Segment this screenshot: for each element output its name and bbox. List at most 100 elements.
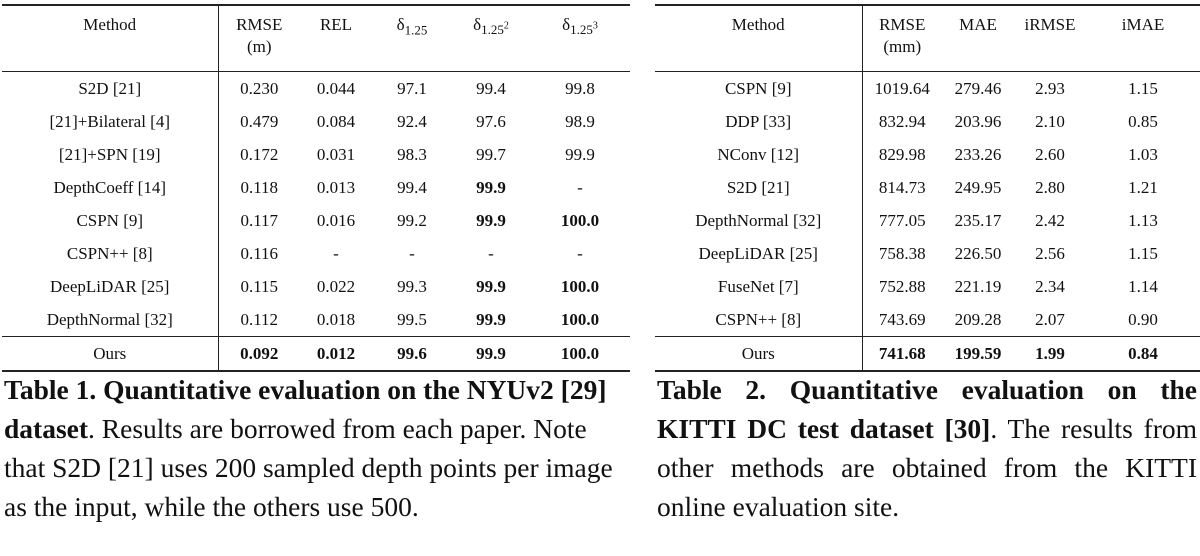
- value-cell: 814.73: [878, 177, 926, 197]
- value-cell: 0.112: [240, 309, 279, 329]
- header-row: Method RMSE (mm) MAE iRMSE iMAE: [655, 4, 1200, 72]
- value-cell: 1.15: [1128, 243, 1158, 263]
- value-cell: 226.50: [954, 243, 1002, 263]
- table-row: Ours 0.092 0.012 99.6 99.9 100.0: [2, 336, 630, 372]
- value-cell: 0.084: [316, 111, 356, 131]
- value-cell: 752.88: [878, 276, 926, 296]
- value-cell: 2.56: [1035, 243, 1065, 263]
- value-cell: -: [577, 177, 583, 197]
- header-symbol: δ: [396, 15, 405, 34]
- value-cell: 233.26: [954, 144, 1002, 164]
- value-cell: 221.19: [954, 276, 1002, 296]
- value-cell: 741.68: [862, 336, 942, 372]
- value-cell: 203.96: [954, 111, 1002, 131]
- header-cell: δ1.252: [452, 4, 530, 72]
- method-cell: CSPN++ [8]: [2, 237, 219, 270]
- value-cell: 1.21: [1128, 177, 1158, 197]
- method-cell: CSPN [9]: [655, 71, 863, 105]
- method-cell: DeepLiDAR [25]: [2, 270, 219, 303]
- value-cell: 2.80: [1035, 177, 1065, 197]
- header-sub-text: 1.25: [481, 22, 504, 38]
- value-cell: -: [577, 243, 583, 263]
- table-row: DepthCoeff [14] 0.118 0.013 99.4 99.9 -: [2, 171, 630, 204]
- value-cell: 743.69: [878, 309, 926, 329]
- caption-title: Table 1. Quantitative evaluation on the …: [4, 374, 607, 444]
- header-line: (m): [246, 37, 272, 56]
- value-cell: 832.94: [878, 111, 926, 131]
- value-cell: 99.2: [397, 210, 427, 230]
- value-cell: 0.016: [316, 210, 356, 230]
- value-cell: 2.42: [1035, 210, 1065, 230]
- table-row: NConv [12] 829.98 233.26 2.60 1.03: [655, 138, 1200, 171]
- header-line: RMSE: [879, 15, 926, 34]
- value-cell: 97.6: [476, 111, 506, 131]
- value-cell: 829.98: [878, 144, 926, 164]
- value-cell: 0.115: [240, 276, 279, 296]
- value-cell: 97.1: [397, 78, 427, 98]
- table-row: DDP [33] 832.94 203.96 2.10 0.85: [655, 105, 1200, 138]
- value-cell: 99.9: [476, 177, 506, 197]
- value-cell: 99.9: [476, 210, 506, 230]
- method-cell: [21]+SPN [19]: [2, 138, 219, 171]
- method-cell: DDP [33]: [655, 105, 863, 138]
- value-cell: 100.0: [560, 276, 600, 296]
- header-sup: 3: [592, 21, 598, 33]
- header-line: (mm): [883, 37, 922, 56]
- value-cell: 99.7: [476, 144, 506, 164]
- value-cell: 99.3: [397, 276, 427, 296]
- method-cell: FuseNet [7]: [655, 270, 863, 303]
- value-cell: 1.13: [1128, 210, 1158, 230]
- header-sup: 2: [503, 21, 509, 33]
- header-symbol: δ: [562, 15, 571, 34]
- value-cell: 2.10: [1035, 111, 1065, 131]
- value-cell: 2.60: [1035, 144, 1065, 164]
- header-cell: RMSE (mm): [862, 4, 942, 72]
- caption-title: Table 2. Quantitative evaluation on the …: [657, 374, 1197, 444]
- table-row: DepthNormal [32] 777.05 235.17 2.42 1.13: [655, 204, 1200, 237]
- table-block: Method RMSE (mm) MAE iRMSE iMAE CSPN [9] 1019.6…: [655, 4, 1200, 372]
- value-cell: 249.95: [954, 177, 1002, 197]
- value-cell: 99.8: [565, 78, 595, 98]
- header-row: Method RMSE (m) REL δ1.25 δ1.252 δ1.253: [2, 4, 630, 72]
- value-cell: 100.0: [560, 210, 600, 230]
- value-cell: 0.013: [316, 177, 356, 197]
- value-cell: 2.34: [1035, 276, 1065, 296]
- method-cell: DepthNormal [32]: [2, 303, 219, 337]
- caption-text: . The results from other methods are obt…: [657, 413, 1197, 522]
- header-cell: iRMSE: [1014, 4, 1086, 72]
- value-cell: 1019.64: [874, 78, 930, 98]
- table-row: S2D [21] 814.73 249.95 2.80 1.21: [655, 171, 1200, 204]
- value-cell: 98.9: [565, 111, 595, 131]
- table-row: Ours 741.68 199.59 1.99 0.84: [655, 336, 1200, 372]
- header-cell: RMSE (m): [218, 4, 300, 72]
- value-cell: 235.17: [954, 210, 1002, 230]
- table-row: [21]+SPN [19] 0.172 0.031 98.3 99.7 99.9: [2, 138, 630, 171]
- method-cell: CSPN++ [8]: [655, 303, 863, 337]
- method-cell: S2D [21]: [655, 171, 863, 204]
- table-row: DeepLiDAR [25] 0.115 0.022 99.3 99.9 100.0: [2, 270, 630, 303]
- value-cell: 99.9: [565, 144, 595, 164]
- table-row: CSPN++ [8] 743.69 209.28 2.07 0.90: [655, 303, 1200, 337]
- header-cell: REL: [300, 4, 372, 72]
- value-cell: 99.9: [476, 276, 506, 296]
- value-cell: 0.230: [240, 78, 279, 98]
- caption: Table 2. Quantitative evaluation on the …: [657, 370, 1197, 526]
- method-cell: DeepLiDAR [25]: [655, 237, 863, 270]
- value-cell: 99.9: [452, 336, 530, 372]
- value-cell: 0.022: [316, 276, 356, 296]
- value-cell: -: [333, 243, 339, 263]
- value-cell: 0.172: [240, 144, 279, 164]
- value-cell: 209.28: [954, 309, 1002, 329]
- method-cell: DepthCoeff [14]: [2, 171, 219, 204]
- header-cell: Method: [2, 4, 219, 72]
- thead: Method RMSE (m) REL δ1.25 δ1.252 δ1.253: [2, 4, 630, 72]
- table-row: CSPN [9] 1019.64 279.46 2.93 1.15: [655, 71, 1200, 105]
- table: Method RMSE (mm) MAE iRMSE iMAE CSPN [9] 1019.6…: [655, 4, 1200, 372]
- value-cell: 0.84: [1086, 336, 1200, 372]
- table-row: DeepLiDAR [25] 758.38 226.50 2.56 1.15: [655, 237, 1200, 270]
- value-cell: 1.03: [1128, 144, 1158, 164]
- caption-text: . Results are borrowed from each paper. …: [4, 413, 613, 522]
- value-cell: -: [409, 243, 415, 263]
- header-cell: δ1.25: [372, 4, 452, 72]
